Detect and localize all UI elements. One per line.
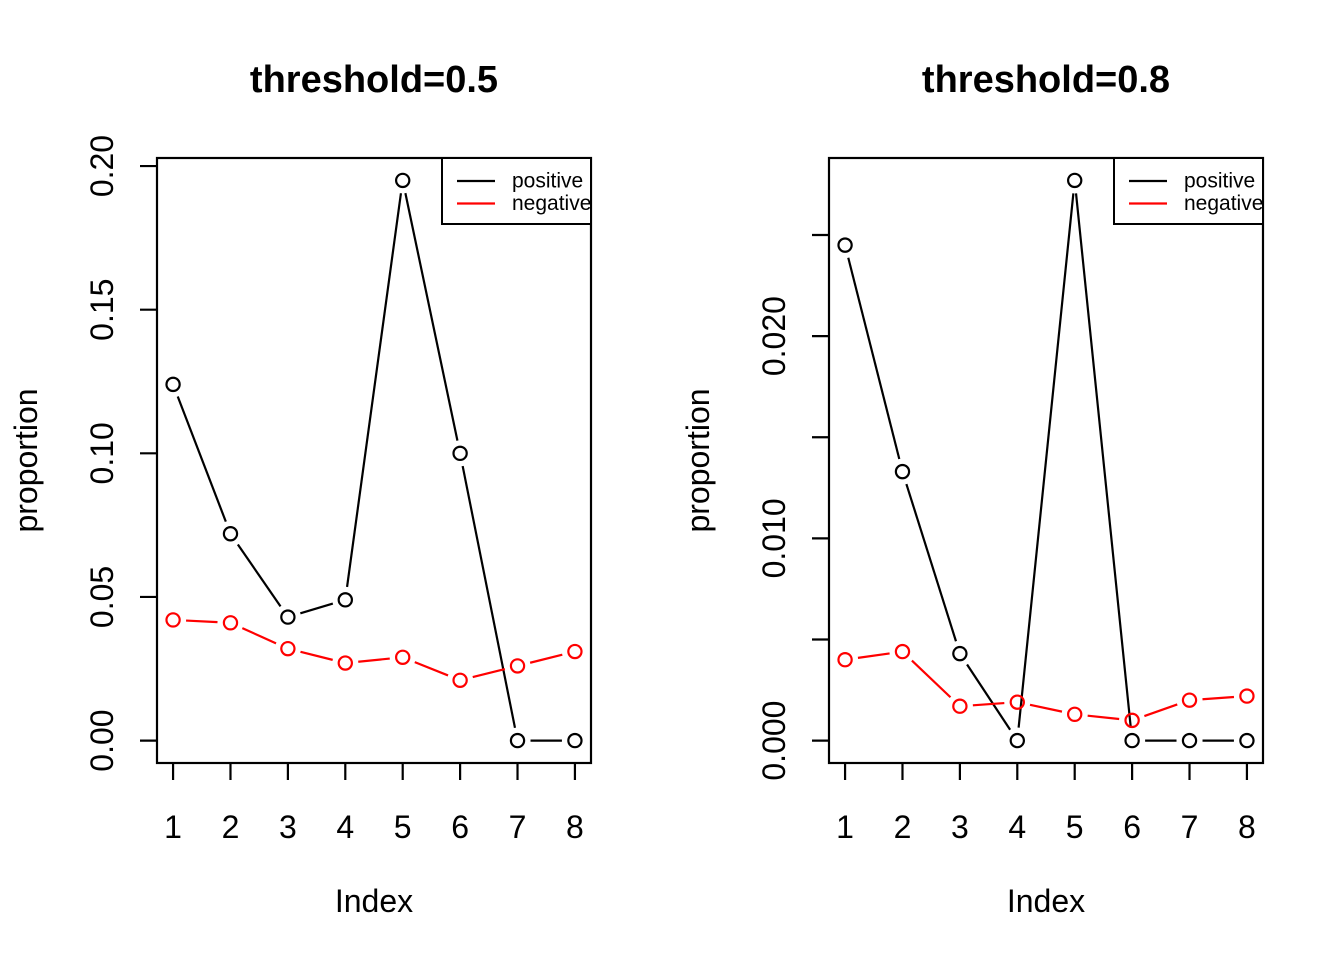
x-axis-title: Index (1007, 883, 1085, 919)
series-segment-positive (905, 483, 958, 642)
data-point-negative (395, 649, 411, 665)
x-axis-tick-label: 1 (836, 809, 854, 845)
plot-title: threshold=0.5 (250, 59, 498, 101)
data-point-negative (1009, 694, 1025, 710)
series-segment-positive (1017, 193, 1075, 728)
series-segment-negative (414, 661, 449, 677)
data-point-positive (567, 732, 583, 749)
series-segment-negative (972, 701, 1005, 707)
data-point-negative (280, 640, 296, 657)
data-point-positive (165, 376, 181, 393)
data-point-positive (395, 172, 411, 189)
legend-box (441, 157, 592, 225)
data-point-positive (222, 526, 239, 542)
x-axis-tick-label: 7 (1181, 809, 1199, 845)
x-axis-tick-label: 6 (451, 809, 469, 845)
series-segment-positive (847, 257, 901, 460)
data-point-negative (337, 655, 353, 671)
series-segment-negative (857, 652, 890, 659)
data-point-negative (509, 658, 526, 674)
series-segment-negative (186, 619, 218, 624)
series-segment-positive (176, 396, 227, 523)
x-axis-tick-label: 3 (279, 809, 297, 845)
x-axis-tick-label: 4 (1008, 809, 1026, 845)
series-segment-positive (345, 193, 403, 588)
data-point-negative (1181, 692, 1198, 708)
series-segment-negative (1202, 695, 1235, 701)
data-point-positive (1124, 732, 1140, 749)
data-point-negative (1124, 712, 1140, 729)
data-point-positive (952, 645, 968, 662)
data-point-negative (222, 615, 239, 631)
y-axis-tick-label: 0.000 (756, 701, 792, 781)
data-point-negative (894, 643, 911, 660)
y-axis-title: proportion (680, 388, 716, 532)
data-point-negative (165, 612, 181, 628)
x-axis-tick-label: 7 (509, 809, 527, 845)
x-axis-tick-label: 2 (894, 809, 912, 845)
x-axis-tick-label: 1 (164, 809, 182, 845)
legend-label-positive: positive (1184, 170, 1255, 193)
data-point-positive (1067, 172, 1083, 189)
series-segment-negative (529, 653, 563, 664)
data-point-positive (837, 237, 853, 253)
y-axis-tick-label: 0.05 (84, 566, 120, 628)
x-axis-tick-label: 5 (1066, 809, 1084, 845)
series-segment-positive (461, 465, 517, 729)
plot-box (827, 156, 1265, 765)
x-axis-tick-label: 5 (394, 809, 412, 845)
series-segment-positive (966, 663, 1012, 731)
x-axis-tick-label: 3 (951, 809, 969, 845)
series-segment-positive (1074, 193, 1132, 728)
series-segment-negative (358, 657, 390, 663)
y-axis-tick-label: 0.10 (84, 422, 120, 484)
y-axis-tick-label: 0.010 (756, 498, 792, 578)
data-point-positive (452, 445, 468, 462)
legend-label-negative: negative (512, 192, 591, 215)
data-point-positive (1181, 732, 1198, 749)
x-axis-title: Index (335, 883, 413, 919)
data-point-negative (952, 698, 968, 714)
data-point-negative (837, 651, 853, 668)
x-axis-tick-label: 8 (1238, 809, 1256, 845)
data-point-negative (1239, 688, 1255, 704)
panel-2: 1 2 3 4 5 6 7 8 0.000 0.010 0.020 threshold=0.8 Inde… (680, 59, 1265, 919)
series-segment-positive (404, 192, 459, 441)
series-segment-positive (300, 602, 334, 615)
plot-title: threshold=0.8 (922, 59, 1170, 101)
data-point-negative (567, 643, 583, 660)
series-segment-negative (1144, 703, 1178, 718)
data-point-positive (509, 732, 526, 749)
legend-box (1113, 157, 1264, 225)
data-point-positive (894, 463, 911, 480)
y-axis-title: proportion (8, 388, 44, 532)
data-point-negative (1067, 706, 1083, 723)
y-axis-tick-label: 0.15 (84, 279, 120, 341)
legend-label-negative: negative (1184, 192, 1263, 215)
x-axis-tick-label: 8 (566, 809, 584, 845)
series-segment-negative (300, 650, 333, 661)
x-axis-tick-label: 6 (1123, 809, 1141, 845)
series-segment-negative (911, 659, 952, 699)
x-axis-tick-label: 4 (336, 809, 354, 845)
series-segment-negative (1087, 714, 1120, 721)
series-segment-negative (472, 667, 506, 679)
series-segment-negative (241, 627, 277, 645)
data-point-negative (452, 672, 468, 688)
series-segment-negative (1029, 703, 1063, 713)
data-point-positive (337, 592, 353, 608)
legend-label-positive: positive (512, 170, 583, 193)
data-point-positive (1009, 732, 1025, 749)
data-point-positive (1239, 732, 1255, 749)
data-point-positive (280, 609, 296, 625)
panel-1: 1 2 3 4 5 6 7 8 0.00 0.05 0.10 0.15 0.20 threshold=0.… (8, 59, 593, 919)
x-axis-tick-label: 2 (222, 809, 240, 845)
y-axis-tick-label: 0.00 (84, 709, 120, 771)
y-axis-tick-label: 0.020 (756, 296, 792, 376)
plot-box (155, 156, 593, 765)
series-segment-positive (236, 543, 282, 607)
y-axis-tick-label: 0.20 (84, 135, 120, 197)
